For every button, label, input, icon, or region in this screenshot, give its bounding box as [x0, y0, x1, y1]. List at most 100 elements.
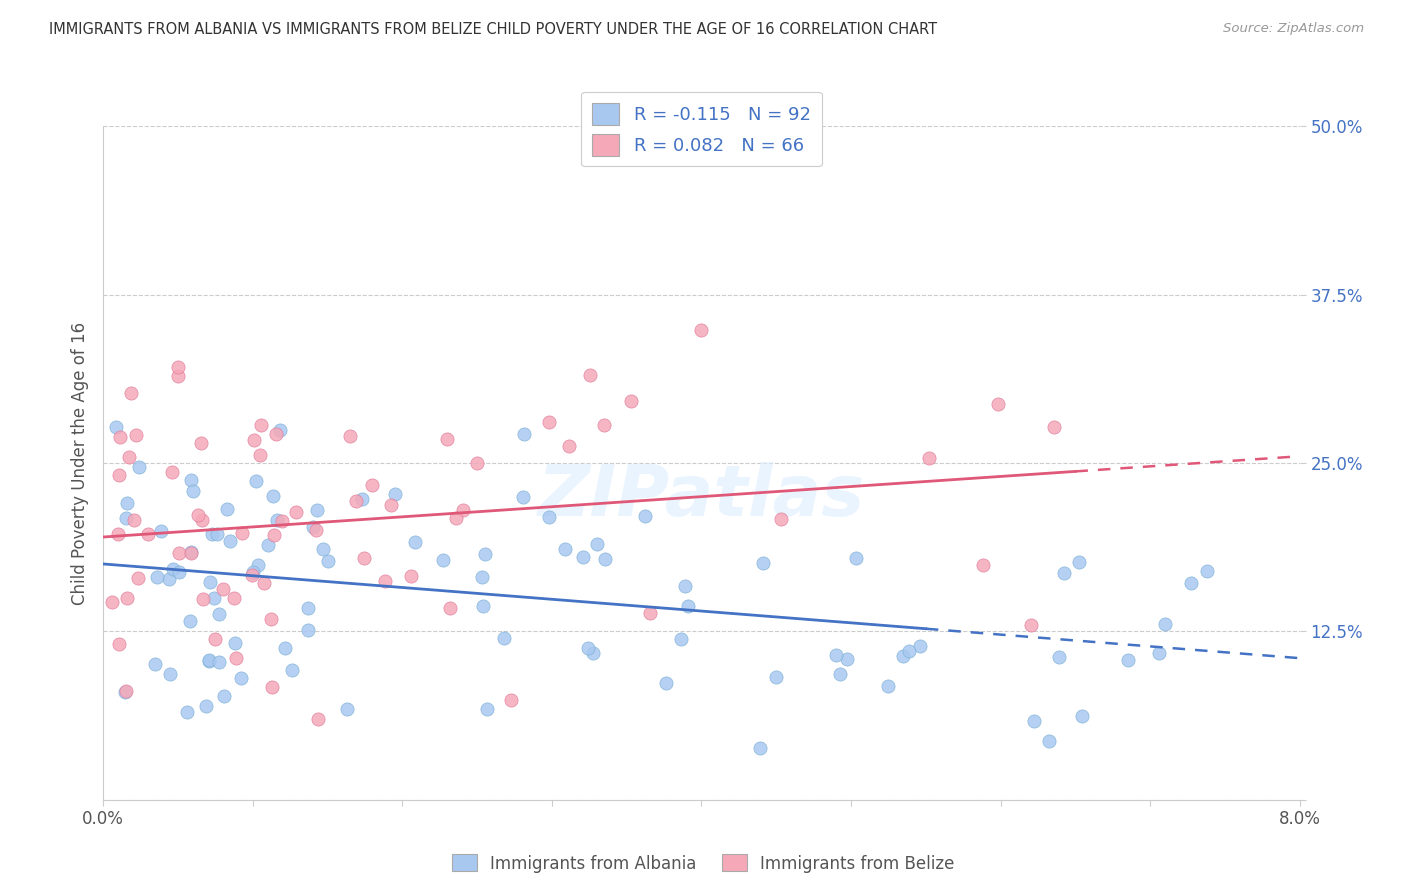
Point	[297, 601, 319, 615]
Text: Source: ZipAtlas.com: Source: ZipAtlas.com	[1223, 22, 1364, 36]
Point	[673, 579, 696, 593]
Point	[432, 553, 454, 567]
Point	[240, 568, 263, 582]
Text: IMMIGRANTS FROM ALBANIA VS IMMIGRANTS FROM BELIZE CHILD POVERTY UNDER THE AGE OF: IMMIGRANTS FROM ALBANIA VS IMMIGRANTS FR…	[49, 22, 938, 37]
Point	[344, 493, 367, 508]
Point	[307, 712, 329, 726]
Point	[1043, 419, 1066, 434]
Point	[690, 323, 713, 337]
Point	[554, 542, 576, 557]
Point	[301, 520, 323, 534]
Point	[1019, 617, 1042, 632]
Point	[749, 740, 772, 755]
Point	[1047, 650, 1070, 665]
Point	[825, 648, 848, 662]
Legend: Immigrants from Albania, Immigrants from Belize: Immigrants from Albania, Immigrants from…	[446, 847, 960, 880]
Point	[260, 612, 283, 626]
Point	[180, 544, 202, 558]
Point	[471, 570, 494, 584]
Point	[401, 569, 423, 583]
Point	[572, 549, 595, 564]
Point	[439, 601, 461, 615]
Point	[211, 582, 233, 596]
Point	[305, 523, 328, 537]
Point	[179, 614, 201, 628]
Point	[374, 574, 396, 588]
Point	[157, 572, 180, 586]
Point	[898, 644, 921, 658]
Point	[305, 503, 328, 517]
Point	[669, 632, 692, 647]
Point	[1071, 708, 1094, 723]
Point	[465, 457, 488, 471]
Point	[451, 503, 474, 517]
Point	[180, 546, 202, 560]
Point	[120, 386, 142, 401]
Point	[231, 525, 253, 540]
Point	[253, 575, 276, 590]
Point	[474, 547, 496, 561]
Point	[634, 509, 657, 524]
Point	[146, 569, 169, 583]
Point	[538, 415, 561, 429]
Point	[361, 478, 384, 492]
Point	[1038, 733, 1060, 747]
Point	[576, 640, 599, 655]
Point	[125, 428, 148, 442]
Point	[190, 436, 212, 450]
Point	[593, 551, 616, 566]
Point	[224, 636, 246, 650]
Point	[845, 551, 868, 566]
Point	[262, 489, 284, 503]
Point	[181, 483, 204, 498]
Point	[128, 459, 150, 474]
Point	[678, 599, 700, 614]
Point	[512, 490, 534, 504]
Point	[558, 438, 581, 452]
Point	[212, 689, 235, 703]
Point	[339, 429, 361, 443]
Point	[149, 524, 172, 538]
Point	[828, 666, 851, 681]
Point	[122, 513, 145, 527]
Point	[202, 591, 225, 605]
Point	[115, 591, 138, 606]
Point	[249, 449, 271, 463]
Point	[1024, 714, 1046, 728]
Point	[225, 650, 247, 665]
Point	[167, 545, 190, 559]
Text: ZIPatlas: ZIPatlas	[538, 462, 865, 531]
Point	[1147, 646, 1170, 660]
Point	[118, 450, 141, 464]
Point	[243, 433, 266, 447]
Point	[249, 418, 271, 433]
Point	[593, 418, 616, 433]
Point	[197, 654, 219, 668]
Point	[105, 420, 128, 434]
Y-axis label: Child Poverty Under the Age of 16: Child Poverty Under the Age of 16	[72, 321, 89, 605]
Point	[107, 527, 129, 541]
Point	[263, 528, 285, 542]
Point	[260, 680, 283, 694]
Point	[538, 509, 561, 524]
Point	[404, 535, 426, 549]
Point	[162, 561, 184, 575]
Point	[1154, 616, 1177, 631]
Point	[208, 607, 231, 621]
Point	[475, 702, 498, 716]
Point	[765, 670, 787, 684]
Point	[579, 368, 602, 382]
Point	[471, 599, 494, 613]
Point	[198, 575, 221, 590]
Point	[908, 639, 931, 653]
Point	[242, 565, 264, 579]
Point	[115, 511, 138, 525]
Point	[281, 663, 304, 677]
Point	[1180, 576, 1202, 591]
Point	[217, 502, 239, 516]
Point	[245, 475, 267, 489]
Point	[115, 683, 138, 698]
Point	[193, 591, 215, 606]
Point	[638, 607, 661, 621]
Point	[494, 632, 516, 646]
